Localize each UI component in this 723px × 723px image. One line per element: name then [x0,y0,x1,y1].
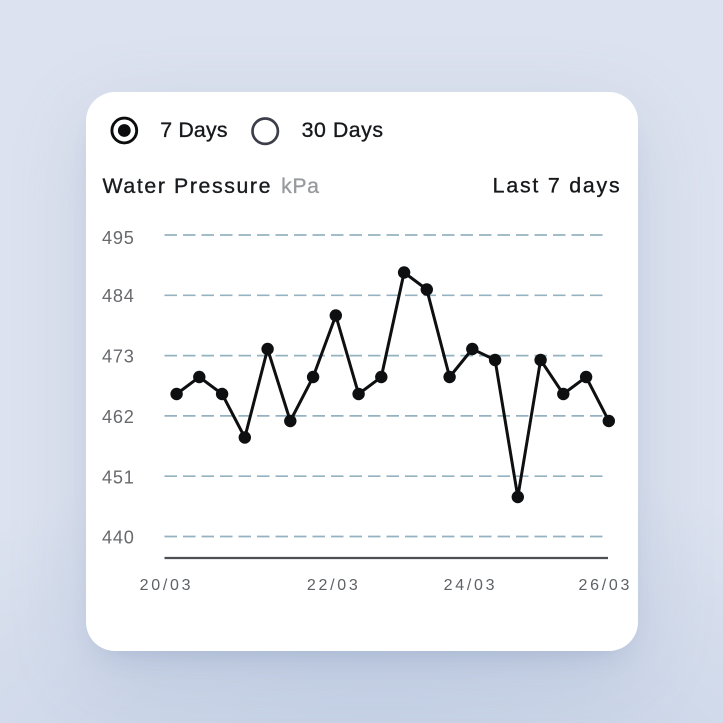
svg-text:7 Days: 7 Days [160,118,227,142]
svg-text:484: 484 [102,286,135,306]
svg-text:440: 440 [102,528,135,548]
svg-text:22/03: 22/03 [307,577,361,594]
svg-text:473: 473 [102,347,135,367]
svg-text:kPa: kPa [281,174,320,198]
svg-text:Water Pressure: Water Pressure [103,174,273,198]
svg-text:30 Days: 30 Days [302,118,384,142]
svg-text:451: 451 [102,467,135,487]
svg-text:462: 462 [102,407,135,427]
svg-text:Last 7 days: Last 7 days [493,173,622,197]
svg-text:26/03: 26/03 [579,577,633,594]
svg-text:20/03: 20/03 [140,577,194,594]
svg-text:495: 495 [102,228,135,248]
svg-text:24/03: 24/03 [444,577,498,594]
